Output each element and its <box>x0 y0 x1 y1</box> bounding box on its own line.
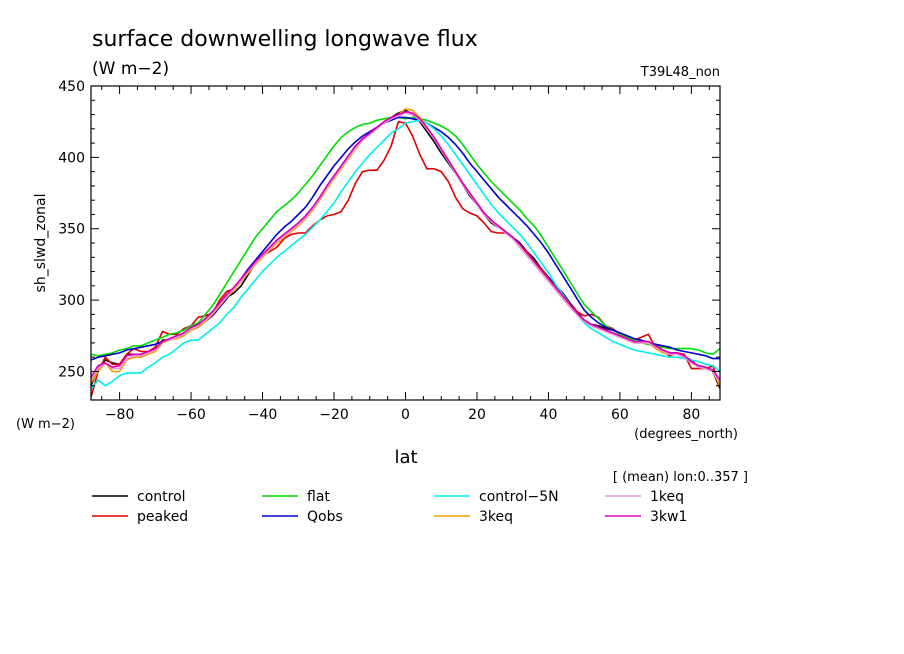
legend-label-control: control <box>137 489 186 505</box>
series-layer <box>91 108 720 398</box>
x-tick-label: 0 <box>401 407 410 423</box>
series-line-control-5n <box>91 119 720 390</box>
x-tick-label: 80 <box>682 407 700 423</box>
legend: control peaked flat Qobs control−5N 3keq 1keq 3… <box>92 489 687 525</box>
x-tick-label: 20 <box>468 407 486 423</box>
x-tick-label: −20 <box>319 407 349 423</box>
legend-label-1keq: 1keq <box>650 489 684 505</box>
series-line-3kw1 <box>91 110 720 381</box>
x-tick-label: −60 <box>176 407 206 423</box>
x-tick-label: 40 <box>540 407 558 423</box>
legend-label-control-5n: control−5N <box>479 489 559 505</box>
y-tick-label: 300 <box>58 293 85 309</box>
y-tick-label: 400 <box>58 150 85 166</box>
x-units-label: (degrees_north) <box>634 427 738 442</box>
y-axis-label: sh_slwd_zonal <box>33 194 49 293</box>
y-tick-label: 450 <box>58 79 85 95</box>
legend-label-qobs: Qobs <box>307 509 343 525</box>
x-axis-label: lat <box>394 447 417 468</box>
legend-label-3kw1: 3kw1 <box>650 509 687 525</box>
series-line-1keq <box>91 112 720 384</box>
legend-label-3keq: 3keq <box>479 509 513 525</box>
chart-title: surface downwelling longwave flux <box>92 27 478 52</box>
run-label: T39L48_non <box>640 65 720 80</box>
y-tick-label: 250 <box>58 364 85 380</box>
x-tick-label: −40 <box>248 407 278 423</box>
x-tick-label: 60 <box>611 407 629 423</box>
axis-layer: −80 −60 −40 −20 0 20 40 60 80 250 300 350 400 450 <box>58 79 721 423</box>
y-units-label: (W m−2) <box>16 417 75 432</box>
x-tick-label: −80 <box>105 407 135 423</box>
chart-units: (W m−2) <box>92 59 169 79</box>
legend-label-flat: flat <box>307 489 330 505</box>
y-tick-label: 350 <box>58 222 85 238</box>
mean-note: [ (mean) lon:0..357 ] <box>613 470 748 485</box>
legend-label-peaked: peaked <box>137 509 188 525</box>
